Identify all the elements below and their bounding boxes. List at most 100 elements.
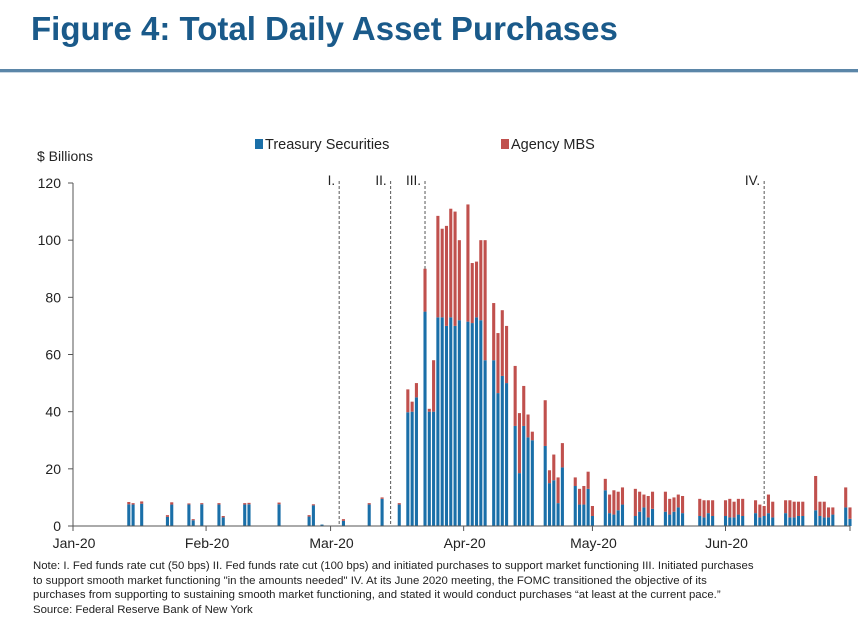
bar-treasury (200, 504, 204, 526)
bar-mbs (676, 494, 680, 508)
bar-treasury (444, 325, 449, 526)
bar-mbs (140, 501, 144, 504)
bar-mbs (848, 507, 852, 519)
bar-treasury (573, 485, 577, 526)
bar-mbs (633, 488, 637, 516)
bar-treasury (818, 516, 822, 526)
bar-treasury (612, 514, 616, 526)
legend-swatch-treasury (255, 139, 263, 149)
bar-treasury (479, 320, 483, 526)
y-tick-label: 100 (38, 232, 62, 248)
bar-treasury (492, 360, 496, 526)
chart-title: Figure 4: Total Daily Asset Purchases (31, 10, 618, 47)
bar-treasury (483, 360, 487, 526)
bar-mbs (762, 505, 766, 516)
bar-treasury (543, 445, 547, 526)
bar-treasury (826, 517, 831, 526)
bar-mbs (556, 477, 560, 504)
x-tick-label: Feb-20 (185, 535, 230, 551)
bar-treasury (608, 513, 612, 526)
bar-treasury (620, 504, 625, 526)
bar-treasury (500, 375, 504, 526)
bar-treasury (848, 518, 852, 526)
bar-treasury (243, 504, 247, 526)
chart-area: Treasury Securities Agency MBS $ Billion… (37, 137, 852, 551)
bar-mbs (736, 498, 740, 515)
bar-mbs (788, 500, 792, 518)
bar-mbs (668, 498, 672, 515)
bar-mbs (311, 504, 315, 506)
bar-mbs (814, 475, 818, 511)
bar-treasury (513, 425, 517, 526)
bar-mbs (663, 491, 667, 512)
bar-mbs (822, 501, 826, 518)
bar-mbs (796, 501, 801, 516)
bar-mbs (672, 497, 676, 512)
bar-treasury (221, 517, 225, 526)
x-tick-label: Jan-20 (53, 535, 96, 551)
x-tick-label: Jun-20 (705, 535, 748, 551)
bar-treasury (170, 504, 174, 526)
bar-treasury (410, 411, 414, 526)
bar-mbs (547, 470, 552, 484)
bar-mbs (170, 502, 174, 505)
bar-mbs (792, 501, 796, 518)
bar-mbs (818, 501, 822, 516)
bar-treasury (466, 321, 470, 526)
bar-treasury (603, 490, 607, 526)
bar-treasury (505, 383, 509, 526)
bar-mbs (410, 401, 414, 412)
bar-mbs (397, 503, 401, 505)
event-label: III. (406, 173, 421, 188)
bar-mbs (728, 498, 732, 518)
bar-treasury (341, 520, 345, 526)
bar-treasury (311, 505, 315, 526)
bar-treasury (638, 511, 642, 526)
event-label: IV. (745, 173, 760, 188)
bar-treasury (578, 504, 582, 526)
bar-mbs (754, 500, 758, 514)
y-tick-label: 60 (45, 347, 61, 363)
bar-mbs (457, 240, 461, 321)
bar-treasury (427, 411, 431, 526)
bar-treasury (681, 513, 685, 526)
bar-treasury (590, 516, 594, 526)
bar-treasury (474, 317, 479, 526)
bar-treasury (672, 511, 676, 526)
bar-treasury (633, 516, 637, 526)
bar-mbs (496, 333, 500, 394)
bar-mbs (440, 228, 444, 318)
bar-treasury (131, 504, 135, 526)
bar-mbs (608, 494, 612, 514)
bar-mbs (530, 431, 534, 441)
bar-treasury (814, 510, 818, 526)
bar-mbs (492, 303, 496, 361)
bar-mbs (436, 215, 440, 318)
bar-treasury (771, 517, 775, 526)
bar-mbs (406, 389, 410, 413)
bar-mbs (578, 488, 582, 505)
x-tick-label: Mar-20 (309, 535, 354, 551)
bar-treasury (762, 516, 766, 526)
bar-mbs (500, 310, 504, 376)
bar-mbs (590, 505, 594, 516)
bar-mbs (470, 263, 474, 324)
bar-treasury (247, 504, 251, 526)
bar-mbs (766, 494, 770, 514)
bar-mbs (367, 503, 371, 505)
bar-treasury (517, 473, 521, 526)
bar-treasury (217, 504, 221, 526)
bar-treasury (784, 513, 788, 526)
y-tick-label: 40 (45, 404, 61, 420)
bar-mbs (432, 360, 436, 412)
bar-treasury (414, 397, 418, 527)
bar-mbs (732, 501, 736, 518)
bar-treasury (788, 517, 792, 526)
bar-mbs (517, 413, 521, 474)
bar-mbs (620, 487, 625, 505)
bar-mbs (603, 478, 607, 491)
bar-mbs (543, 400, 547, 446)
bar-treasury (423, 311, 427, 527)
bar-treasury (676, 507, 680, 526)
bar-mbs (479, 240, 483, 321)
